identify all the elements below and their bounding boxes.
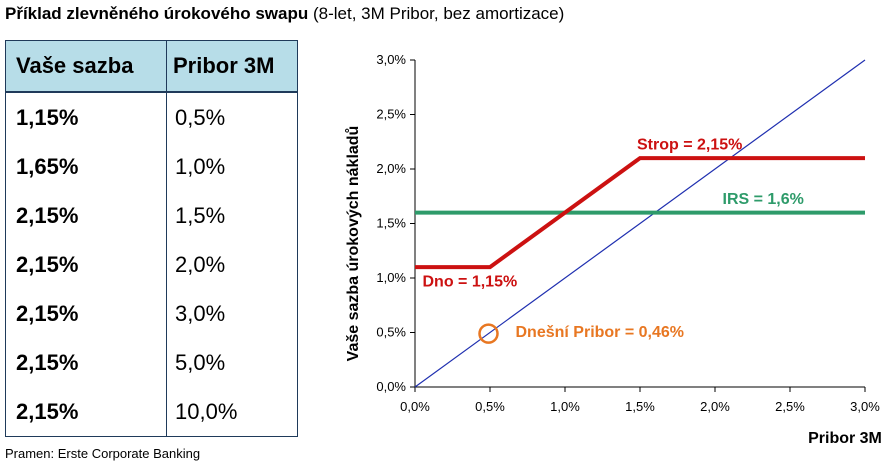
table-row: 2,15% 3,0% xyxy=(6,289,298,338)
cell-your-rate: 1,65% xyxy=(16,153,79,179)
title-main: Příklad zlevněného úrokového swapu xyxy=(5,4,309,23)
x-tick-label: 0,0% xyxy=(400,399,430,414)
x-tick-label: 2,5% xyxy=(775,399,805,414)
cell-pribor: 1,0% xyxy=(166,142,298,191)
y-tick-label: 0,0% xyxy=(376,379,406,394)
rate-chart: 0,0% 0,5% 1,0% 1,5% 2,0% 2,5% 3,0% 0,0% 0,5% 1,0%… xyxy=(345,52,882,447)
cell-your-rate: 2,15% xyxy=(16,398,79,424)
table-row: 2,15% 5,0% xyxy=(6,338,298,387)
table-row: 1,65% 1,0% xyxy=(6,142,298,191)
y-tick-label: 2,5% xyxy=(376,107,406,122)
series-line xyxy=(415,156,865,270)
y-axis-label: Vaše sazba úrokových nákladů xyxy=(345,126,362,362)
x-tick-label: 1,5% xyxy=(625,399,655,414)
rate-table: Vaše sazba Pribor 3M 1,15% 0,5% 1,65% 1,… xyxy=(5,40,298,437)
current-pribor-marker xyxy=(478,323,499,344)
annotation-label: Dnešní Pribor = 0,46% xyxy=(516,324,685,341)
header-your-rate: Vaše sazba xyxy=(5,40,167,93)
cell-your-rate: 2,15% xyxy=(16,202,79,228)
chart-title: Příklad zlevněného úrokového swapu (8-le… xyxy=(5,4,564,24)
title-sub: (8-let, 3M Pribor, bez amortizace) xyxy=(312,4,565,23)
y-tick-label: 2,0% xyxy=(376,161,406,176)
cell-pribor: 2,0% xyxy=(166,240,298,289)
y-tick-label: 1,5% xyxy=(376,216,406,231)
x-tick-label: 3,0% xyxy=(850,399,880,414)
y-tick-label: 3,0% xyxy=(376,52,406,67)
cell-pribor: 10,0% xyxy=(166,387,298,437)
cell-your-rate: 2,15% xyxy=(16,300,79,326)
cell-pribor: 1,5% xyxy=(166,191,298,240)
table-row: 2,15% 1,5% xyxy=(6,191,298,240)
table-row: 2,15% 10,0% xyxy=(6,387,298,437)
series-line xyxy=(414,59,866,388)
table-row: 2,15% 2,0% xyxy=(6,240,298,289)
cell-pribor: 0,5% xyxy=(166,92,298,142)
cell-your-rate: 2,15% xyxy=(16,251,79,277)
x-tick-label: 0,5% xyxy=(475,399,505,414)
source-note: Pramen: Erste Corporate Banking xyxy=(5,446,201,461)
header-pribor: Pribor 3M xyxy=(166,40,298,93)
table-header-row: Vaše sazba Pribor 3M xyxy=(5,40,298,93)
y-tick-label: 1,0% xyxy=(376,270,406,285)
cell-your-rate: 1,15% xyxy=(16,104,79,130)
cell-pribor: 3,0% xyxy=(166,289,298,338)
annotation-label: Dno = 1,15% xyxy=(423,274,518,291)
x-tick-label: 2,0% xyxy=(700,399,730,414)
cell-your-rate: 2,15% xyxy=(16,349,79,375)
annotation-label: Strop = 2,15% xyxy=(637,136,742,153)
cell-pribor: 5,0% xyxy=(166,338,298,387)
x-axis-label: Pribor 3M xyxy=(808,430,882,447)
x-tick-label: 1,0% xyxy=(550,399,580,414)
y-tick-label: 0,5% xyxy=(376,325,406,340)
annotation-label: IRS = 1,6% xyxy=(723,191,804,208)
table-row: 1,15% 0,5% xyxy=(6,92,298,142)
